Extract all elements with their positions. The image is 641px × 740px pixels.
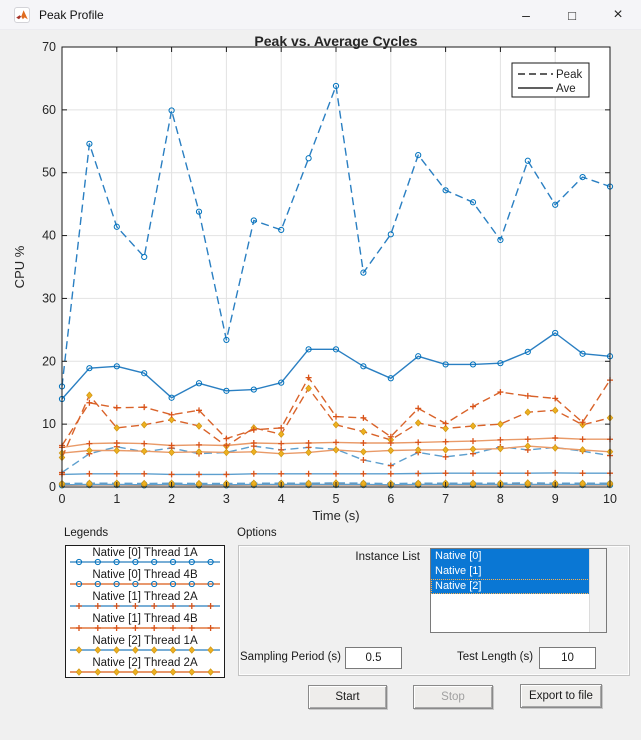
- y-axis-label: CPU %: [12, 245, 27, 288]
- legend-row-4: Native [2] Thread 1A: [66, 634, 224, 656]
- series-native-0-thread-1a-peak: [58, 82, 614, 390]
- legend-row-label: Native [2] Thread 2A: [92, 657, 198, 669]
- instance-item-native-1[interactable]: Native [1]: [431, 564, 590, 579]
- svg-text:5: 5: [333, 492, 340, 506]
- svg-text:40: 40: [42, 229, 56, 243]
- x-axis-label: Time (s): [312, 508, 359, 523]
- legend-row-label: Native [1] Thread 4B: [92, 613, 198, 625]
- legend-row-0: Native [0] Thread 1A: [66, 546, 224, 568]
- svg-text:7: 7: [442, 492, 449, 506]
- series-native-2-thread-1a-peak: [58, 479, 614, 488]
- instance-item-native-2[interactable]: Native [2]: [431, 579, 590, 594]
- series-native-1-thread-4b-peak: [59, 374, 613, 449]
- svg-text:3: 3: [223, 492, 230, 506]
- legends-panel-title: Legends: [64, 527, 109, 539]
- series-native-1-thread-4b-ave: [59, 434, 613, 451]
- test-length-field[interactable]: [539, 647, 596, 669]
- svg-text:0: 0: [59, 492, 66, 506]
- test-length-label: Test Length (s): [457, 651, 534, 663]
- svg-text:8: 8: [497, 492, 504, 506]
- legends-panel: Native [0] Thread 1A Native [0] Thread 4B…: [65, 545, 225, 678]
- chart-legend: Peak Ave: [511, 62, 590, 98]
- svg-text:6: 6: [387, 492, 394, 506]
- series-native-0-thread-1a-ave: [58, 329, 614, 403]
- instance-list-label: Instance List: [355, 551, 420, 563]
- legend-row-label: Native [0] Thread 1A: [92, 547, 198, 559]
- options-panel-title: Options: [237, 527, 277, 539]
- titlebar: Peak Profile – □ ×: [0, 0, 641, 30]
- window-title: Peak Profile: [39, 7, 104, 22]
- svg-text:50: 50: [42, 166, 56, 180]
- instance-list-scrollbar[interactable]: [589, 549, 606, 632]
- minimize-button[interactable]: –: [522, 7, 530, 23]
- svg-text:9: 9: [552, 492, 559, 506]
- svg-text:70: 70: [42, 40, 56, 54]
- svg-text:Peak: Peak: [556, 69, 582, 81]
- chart-title: Peak vs. Average Cycles: [254, 33, 417, 49]
- instance-item-native-0[interactable]: Native [0]: [431, 549, 590, 564]
- legend-row-1: Native [0] Thread 4B: [66, 568, 224, 590]
- svg-text:60: 60: [42, 103, 56, 117]
- matlab-app-icon: [14, 6, 30, 23]
- svg-text:1: 1: [113, 492, 120, 506]
- svg-text:Ave: Ave: [556, 83, 576, 95]
- legend-row-label: Native [2] Thread 1A: [92, 635, 198, 647]
- legend-row-2: Native [1] Thread 2A: [66, 590, 224, 612]
- peak-vs-average-chart: 0 1 2 3 4 5 6 7 8 9 10 0 10 20 30 40 50 60 70 Peak vs. Aver…: [12, 33, 617, 523]
- start-button[interactable]: Start: [308, 685, 387, 709]
- close-button[interactable]: ×: [613, 6, 623, 23]
- svg-text:0: 0: [49, 480, 56, 494]
- sampling-period-label: Sampling Period (s): [240, 651, 341, 663]
- svg-text:4: 4: [278, 492, 285, 506]
- sampling-period-field[interactable]: [345, 647, 402, 669]
- legend-row-5: Native [2] Thread 2A: [66, 656, 224, 678]
- svg-text:2: 2: [168, 492, 175, 506]
- legend-row-label: Native [0] Thread 4B: [92, 569, 198, 581]
- legend-row-3: Native [1] Thread 4B: [66, 612, 224, 634]
- svg-text:20: 20: [42, 354, 56, 368]
- svg-text:10: 10: [603, 492, 617, 506]
- svg-text:10: 10: [42, 417, 56, 431]
- export-to-file-button[interactable]: Export to file: [520, 684, 602, 708]
- series-native-1-thread-2a-ave: [59, 469, 613, 478]
- maximize-button[interactable]: □: [568, 7, 576, 23]
- svg-text:30: 30: [42, 291, 56, 305]
- legend-row-label: Native [1] Thread 2A: [92, 591, 198, 603]
- stop-button: Stop: [413, 685, 493, 709]
- instance-listbox[interactable]: Native [0] Native [1] Native [2]: [430, 548, 607, 633]
